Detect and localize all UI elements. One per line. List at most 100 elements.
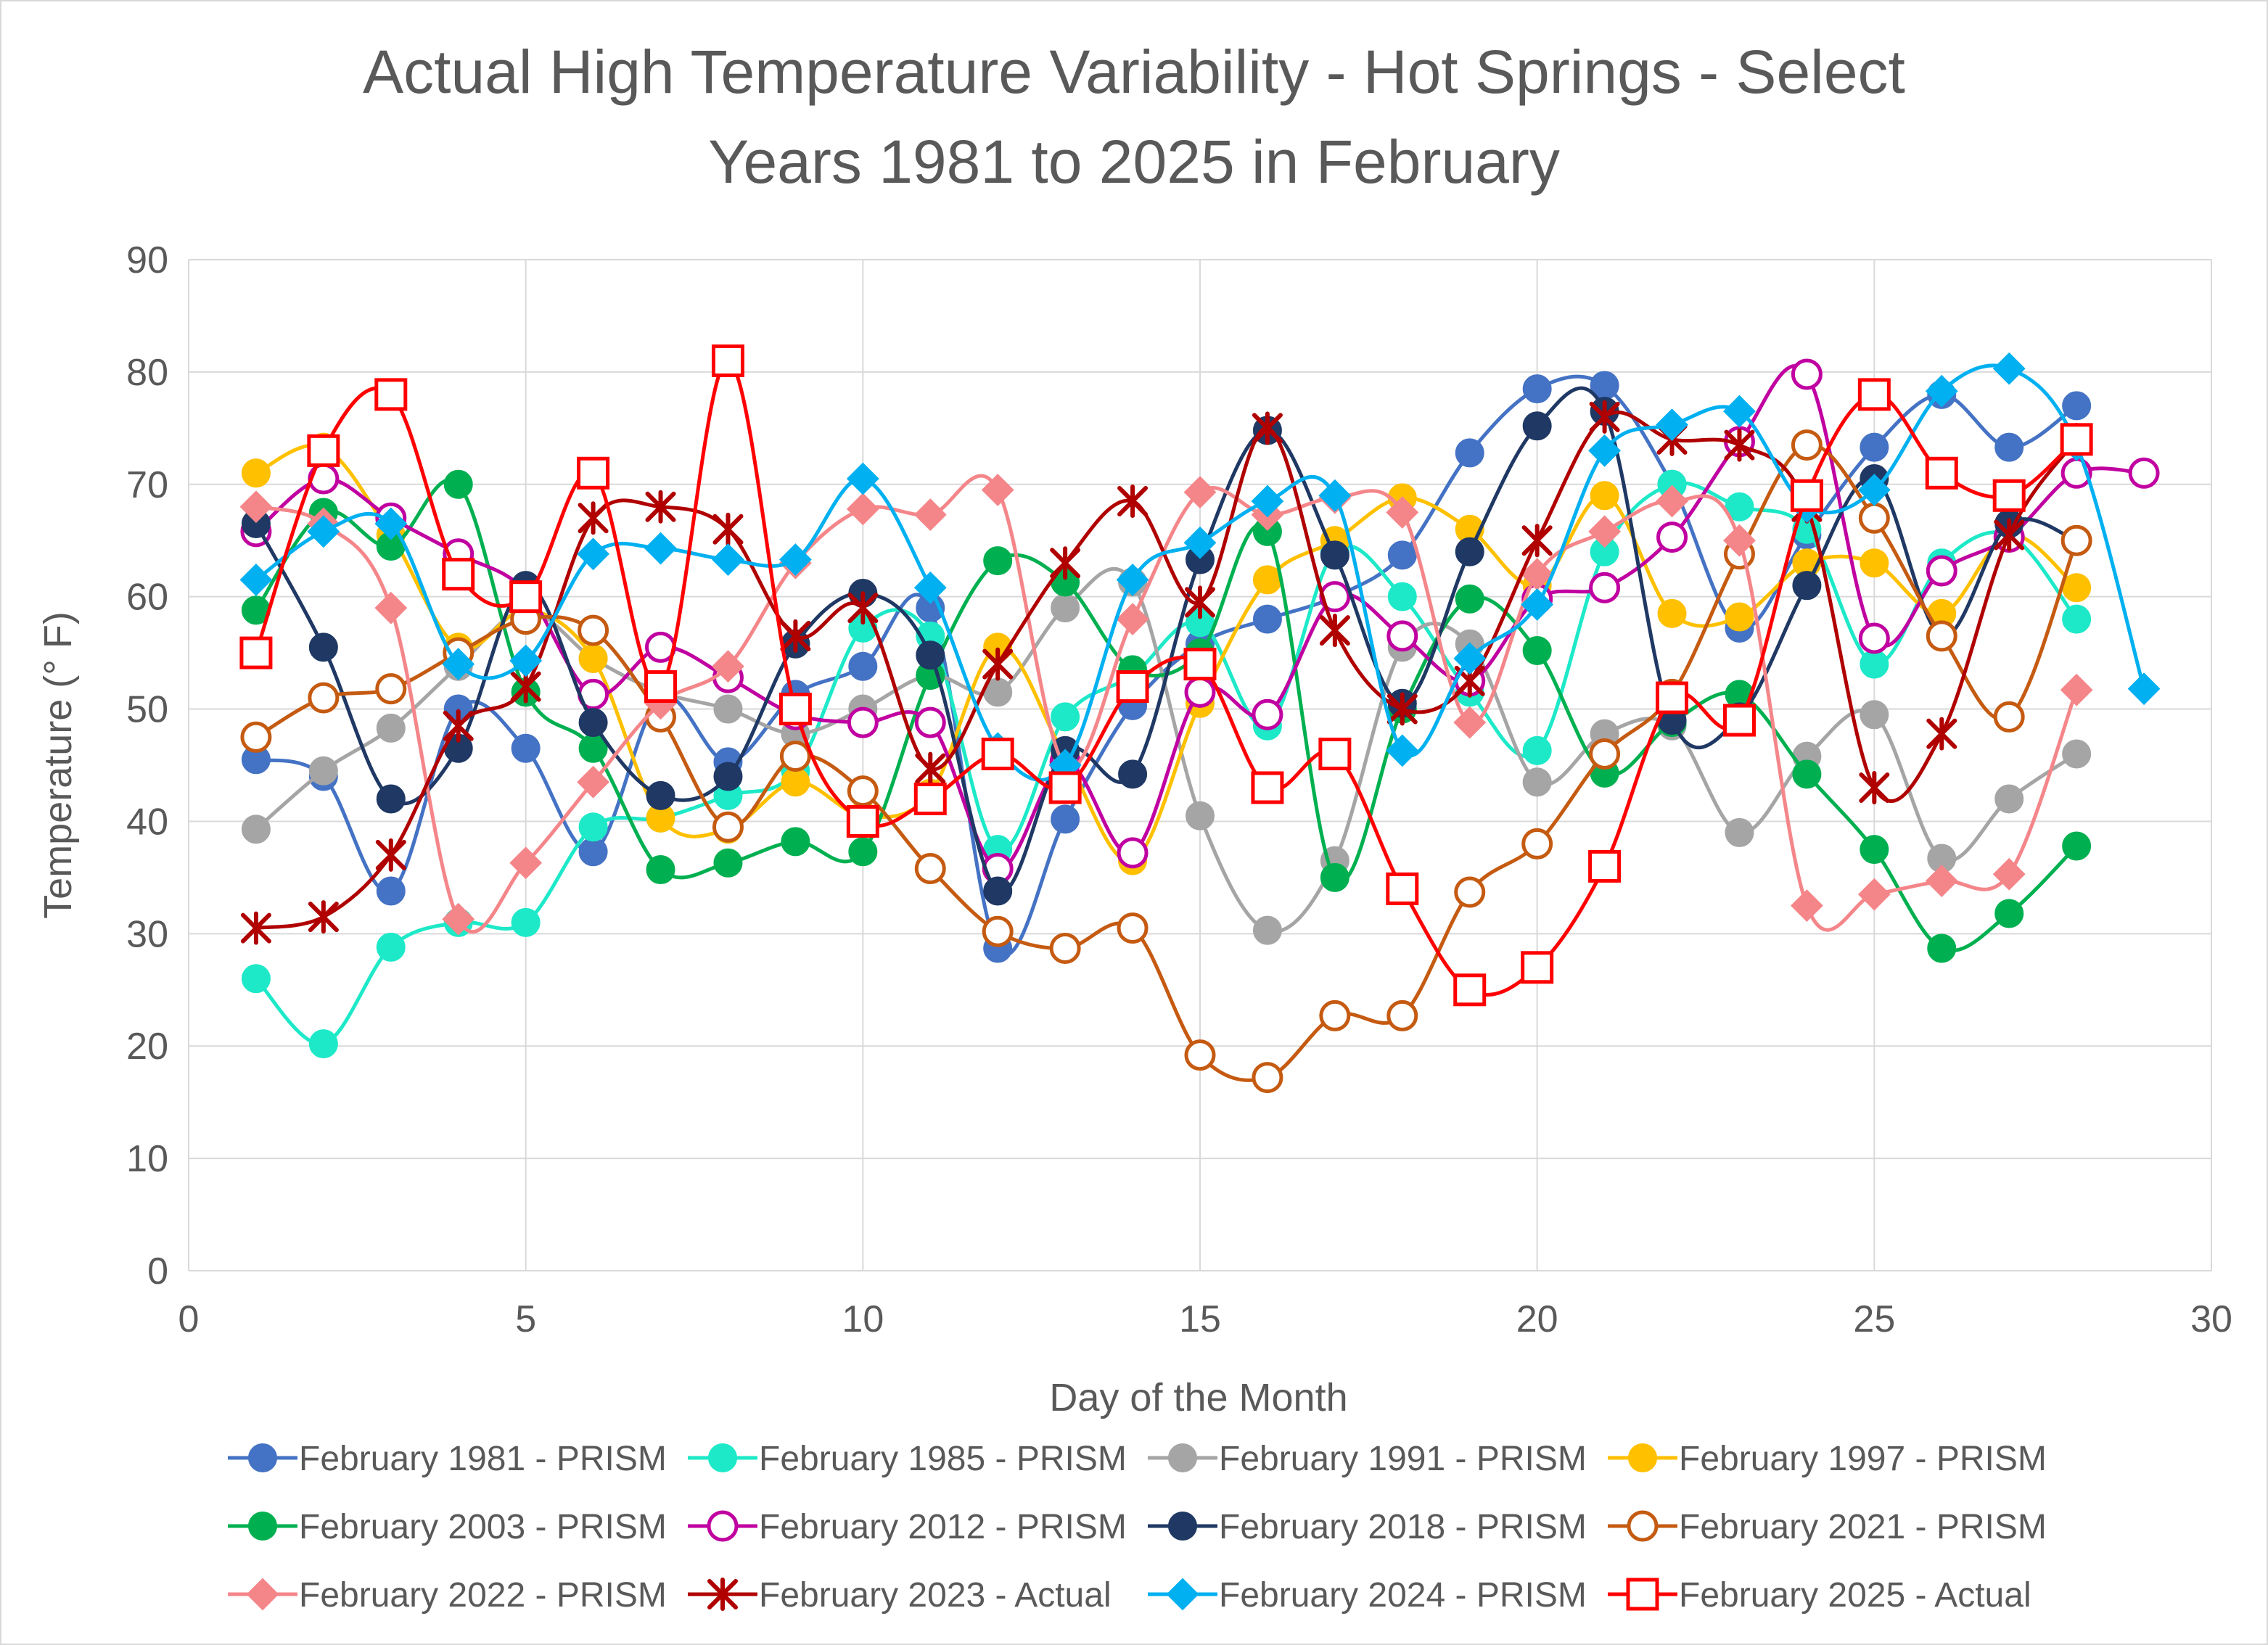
data-point	[1857, 878, 1891, 911]
data-point	[1521, 588, 1554, 621]
y-axis-title: Temperature (° F)	[36, 611, 80, 919]
data-point	[376, 932, 406, 962]
data-point	[240, 911, 271, 945]
legend-label: February 1997 - PRISM	[1679, 1440, 2047, 1478]
y-tick-label: 90	[126, 239, 168, 281]
data-point	[1792, 759, 1822, 789]
data-point	[1522, 767, 1552, 797]
series-line	[254, 386, 2077, 894]
data-point	[2060, 423, 2093, 456]
data-point	[1926, 555, 1957, 587]
data-point	[1927, 933, 1957, 963]
data-point	[778, 543, 812, 576]
data-point	[1186, 801, 1215, 830]
legend-item: February 1991 - PRISM	[1148, 1440, 1587, 1478]
data-point	[1319, 999, 1351, 1031]
data-point	[713, 694, 743, 724]
data-point	[646, 855, 675, 885]
x-tick-label: 25	[1853, 1298, 1895, 1340]
data-point	[913, 571, 947, 604]
legend-marker	[246, 1578, 279, 1611]
data-point	[511, 907, 541, 937]
data-point	[1251, 485, 1284, 518]
data-point	[308, 756, 338, 786]
data-point	[846, 462, 879, 495]
data-point	[1926, 620, 1957, 652]
data-point	[241, 964, 271, 994]
legend-marker	[1168, 1512, 1197, 1541]
axes: 0 10 20 30 40 50 60 70 80 90 0 5 10 15 20 25 30	[126, 239, 2232, 1340]
data-point	[376, 784, 406, 814]
y-tick-label: 60	[126, 577, 168, 619]
data-point	[1723, 524, 1756, 557]
data-point	[1252, 915, 1282, 945]
data-point	[1857, 474, 1891, 506]
data-point	[848, 651, 878, 681]
data-point	[1925, 865, 1958, 897]
data-point	[1725, 817, 1754, 847]
data-point	[711, 344, 744, 377]
data-point	[1386, 872, 1419, 905]
data-point	[1454, 876, 1486, 908]
data-point	[1522, 411, 1552, 441]
data-point	[1993, 701, 2025, 733]
legend-item: February 2025 - Actual	[1608, 1576, 2031, 1615]
data-point	[1994, 784, 2024, 814]
data-point	[1860, 548, 1889, 578]
legend-label: February 1991 - PRISM	[1219, 1440, 1587, 1478]
data-point	[1387, 582, 1417, 611]
data-point	[1453, 706, 1487, 739]
data-point	[1860, 835, 1889, 865]
legend-label: February 2018 - PRISM	[1219, 1508, 1587, 1546]
data-point	[578, 837, 608, 867]
data-point	[1386, 620, 1418, 652]
data-point	[1589, 400, 1620, 434]
data-point	[1790, 889, 1823, 923]
series-8	[239, 474, 2093, 936]
x-tick-label: 0	[178, 1298, 200, 1340]
data-point	[308, 682, 340, 714]
data-point	[1184, 676, 1216, 708]
data-point	[443, 469, 473, 499]
data-point	[577, 765, 610, 799]
data-point	[1116, 670, 1149, 704]
legend-item: February 1997 - PRISM	[1608, 1440, 2047, 1478]
data-point	[1992, 479, 2026, 512]
data-point	[1453, 642, 1487, 675]
data-point	[1722, 704, 1756, 737]
x-tick-label: 15	[1179, 1298, 1221, 1340]
data-point	[1051, 702, 1080, 732]
series-11	[239, 344, 2093, 1007]
data-point	[374, 591, 408, 624]
data-point	[713, 848, 743, 878]
data-point	[2062, 739, 2092, 769]
data-point	[1116, 603, 1149, 636]
y-tick-label: 30	[126, 913, 168, 955]
data-point	[644, 532, 677, 565]
data-point	[511, 733, 541, 763]
series-10	[239, 352, 2161, 782]
data-point	[1724, 428, 1755, 462]
data-point	[2062, 573, 2092, 603]
data-point	[712, 811, 744, 843]
legend-item: February 1985 - PRISM	[688, 1440, 1127, 1478]
data-point	[1725, 602, 1754, 632]
data-point	[308, 632, 338, 662]
data-point	[1320, 862, 1349, 892]
data-point	[1051, 804, 1080, 834]
data-point	[1521, 828, 1553, 859]
data-point	[375, 838, 406, 872]
data-point	[240, 721, 272, 753]
data-point	[1656, 681, 1689, 714]
legend-marker	[707, 1578, 738, 1611]
legend-marker	[1166, 1578, 1199, 1611]
data-point	[509, 644, 543, 677]
data-point	[1252, 604, 1282, 634]
data-point	[375, 673, 407, 705]
data-point	[376, 713, 406, 743]
series-line	[255, 474, 2079, 934]
data-point	[376, 876, 406, 906]
data-point	[1386, 734, 1419, 767]
